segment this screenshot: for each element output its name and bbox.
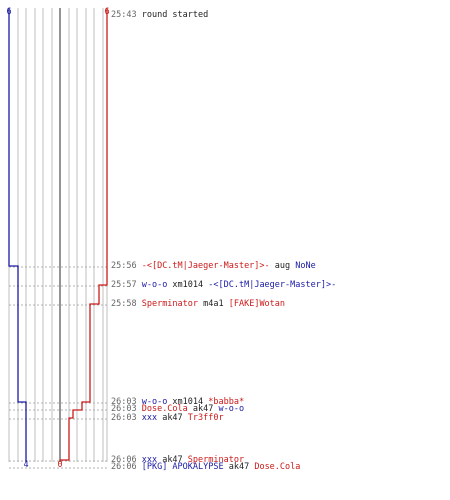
red-player-name: *babba* <box>208 397 244 407</box>
event-time: 26:03 <box>111 404 142 414</box>
blue-player-name: xxx <box>142 413 157 423</box>
event-time: 26:03 <box>111 397 142 407</box>
red-player-name: Tr3ff0r <box>188 413 224 423</box>
event-text: xm1014 <box>167 280 208 290</box>
blue-player-name: [PKG] APOKALYPSE <box>142 462 224 472</box>
blue-player-name: xxx <box>142 455 157 465</box>
red-player-name: Dose.Cola <box>254 462 300 472</box>
blue-team-end-count: 4 <box>23 460 28 470</box>
event-text: xm1014 <box>167 397 208 407</box>
event-text: ak47 <box>157 413 188 423</box>
event-time: 26:06 <box>111 462 142 472</box>
blue-player-name: -<[DC.tM|Jaeger-Master]>- <box>208 280 336 290</box>
red-player-name: Sperminator <box>142 299 198 309</box>
event-log: 25:43 round started 25:56 -<[DC.tM|Jaeger… <box>111 10 336 472</box>
event-row: 26:06 xxx ak47 Sperminator <box>111 455 244 465</box>
blue-team-start-count: 6 <box>6 7 11 17</box>
event-row: 25:57 w-o-o xm1014 -<[DC.tM|Jaeger-Maste… <box>111 280 336 290</box>
blue-player-name: w-o-o <box>219 404 245 414</box>
event-row: 26:03 xxx ak47 Tr3ff0r <box>111 413 224 423</box>
event-text: ak47 <box>188 404 219 414</box>
red-team-start-count: 6 <box>104 7 109 17</box>
event-row: 25:58 Sperminator m4a1 [FAKE]Wotan <box>111 299 285 309</box>
event-row: 26:03 Dose.Cola ak47 w-o-o <box>111 404 244 414</box>
event-time: 25:58 <box>111 299 142 309</box>
blue-player-name: NoNe <box>295 261 315 271</box>
red-player-name: -<[DC.tM|Jaeger-Master]>- <box>142 261 270 271</box>
red-team-alive-line <box>60 8 108 461</box>
event-text: ak47 <box>224 462 255 472</box>
event-time: 25:57 <box>111 280 142 290</box>
event-row: 25:43 round started <box>111 10 208 20</box>
event-text: m4a1 <box>198 299 229 309</box>
event-text: aug <box>270 261 296 271</box>
player-count-grid <box>8 8 108 462</box>
red-player-name: Dose.Cola <box>142 404 188 414</box>
red-player-name: [FAKE]Wotan <box>229 299 285 309</box>
event-guide-lines <box>9 266 108 469</box>
event-time: 26:06 <box>111 455 142 465</box>
event-time: 26:03 <box>111 413 142 423</box>
blue-player-name: w-o-o <box>142 280 168 290</box>
event-row: 25:56 -<[DC.tM|Jaeger-Master]>- aug NoNe <box>111 261 316 271</box>
event-text: ak47 <box>157 455 188 465</box>
blue-team-alive-line <box>8 8 27 462</box>
event-time: 25:43 <box>111 10 142 20</box>
red-player-name: Sperminator <box>188 455 244 465</box>
blue-player-name: w-o-o <box>142 397 168 407</box>
event-row: 26:06 [PKG] APOKALYPSE ak47 Dose.Cola <box>111 462 300 472</box>
event-text: round started <box>142 10 209 20</box>
event-row: 26:03 w-o-o xm1014 *babba* <box>111 397 244 407</box>
event-time: 25:56 <box>111 261 142 271</box>
red-team-end-count: 0 <box>57 460 62 470</box>
